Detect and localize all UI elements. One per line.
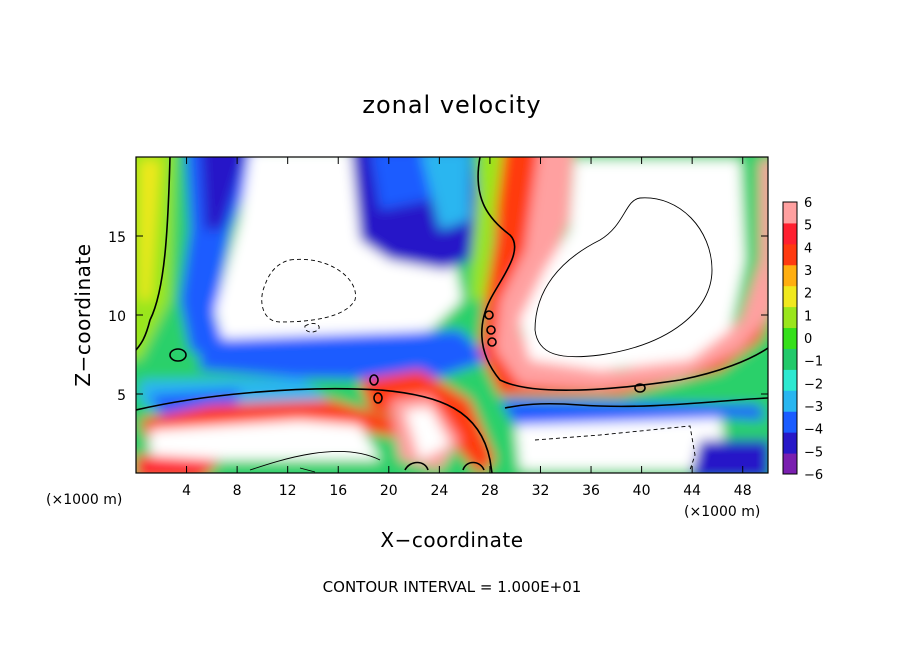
x-tick-label: 44 bbox=[683, 483, 701, 499]
x-tick-label: 40 bbox=[633, 483, 651, 499]
colorbar-swatch bbox=[783, 348, 797, 370]
colorbar-label: −2 bbox=[804, 377, 823, 392]
colorbar-swatch bbox=[783, 243, 797, 266]
x-tick-label: 20 bbox=[380, 483, 398, 499]
x-axis-title: X−coordinate bbox=[380, 528, 523, 552]
y-tick-label: 15 bbox=[108, 230, 126, 246]
x-tick-label: 32 bbox=[532, 483, 550, 499]
x-tick-label: 48 bbox=[734, 483, 752, 499]
y-tick-label: 10 bbox=[108, 309, 126, 325]
colorbar-swatch bbox=[783, 432, 797, 454]
colorbar-label: 6 bbox=[804, 196, 812, 211]
colorbar-label: 5 bbox=[804, 219, 812, 234]
colorbar-label: −1 bbox=[804, 355, 823, 370]
colorbar-swatch bbox=[783, 327, 797, 349]
colorbar-label: 0 bbox=[804, 332, 812, 347]
colorbar-label: −5 bbox=[804, 445, 823, 460]
contour-interval-note: CONTOUR INTERVAL = 1.000E+01 bbox=[323, 578, 582, 596]
colorbar: 6 5 4 3 2 1 0 −1 −2 −3 −4 −5 −6 bbox=[782, 196, 823, 483]
y-axis: 5 10 15 bbox=[108, 230, 768, 404]
chart-title: zonal velocity bbox=[362, 91, 541, 119]
colorbar-swatch bbox=[783, 285, 797, 308]
x-tick-label: 12 bbox=[279, 483, 297, 499]
colorbar-swatch bbox=[783, 202, 797, 224]
x-tick-label: 28 bbox=[481, 483, 499, 499]
y-tick-label: 5 bbox=[117, 388, 126, 404]
x-tick-label: 24 bbox=[430, 483, 448, 499]
x-tick-label: 36 bbox=[582, 483, 600, 499]
colorbar-label: −4 bbox=[804, 423, 823, 438]
colorbar-swatch bbox=[783, 411, 797, 433]
x-unit-label-left: (×1000 m) bbox=[46, 492, 122, 508]
colorbar-swatch bbox=[783, 453, 797, 475]
x-axis: 4 8 12 16 20 24 28 32 36 40 44 48 bbox=[182, 157, 752, 499]
colorbar-swatch bbox=[783, 369, 797, 391]
x-tick-label: 16 bbox=[329, 483, 347, 499]
velocity-field bbox=[136, 157, 768, 473]
x-tick-label: 8 bbox=[233, 483, 242, 499]
colorbar-swatch bbox=[783, 264, 797, 287]
colorbar-swatch bbox=[783, 222, 797, 245]
colorbar-label: 4 bbox=[804, 241, 812, 256]
colorbar-swatch bbox=[783, 306, 797, 329]
x-tick-label: 4 bbox=[182, 483, 191, 499]
y-axis-title: Z−coordinate bbox=[71, 243, 95, 386]
colorbar-label: 1 bbox=[804, 309, 812, 324]
colorbar-label: 2 bbox=[804, 287, 812, 302]
colorbar-label: 3 bbox=[804, 264, 812, 279]
x-unit-label-right: (×1000 m) bbox=[684, 504, 760, 520]
colorbar-swatch bbox=[783, 390, 797, 412]
colorbar-label: −3 bbox=[804, 400, 823, 415]
colorbar-label: −6 bbox=[804, 468, 823, 483]
